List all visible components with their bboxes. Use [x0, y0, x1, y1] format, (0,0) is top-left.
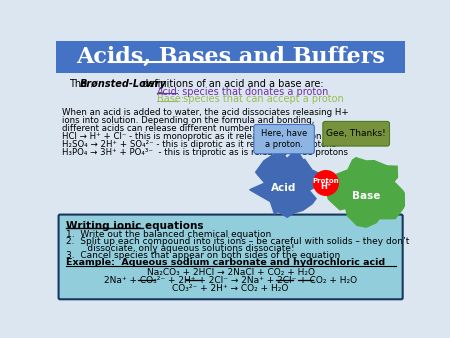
Polygon shape	[250, 149, 323, 217]
Text: The: The	[69, 79, 90, 89]
Text: HCl → H⁺ + Cl⁻ - this is monoprotic as it releases one proton: HCl → H⁺ + Cl⁻ - this is monoprotic as i…	[63, 132, 322, 141]
Text: 2.  Split up each compound into its ions – be careful with solids – they don’t: 2. Split up each compound into its ions …	[66, 237, 409, 246]
Text: Na₂CO₃ + 2HCl → 2NaCl + CO₂ + H₂O: Na₂CO₃ + 2HCl → 2NaCl + CO₂ + H₂O	[147, 268, 315, 277]
Text: Brønsted-Lowry: Brønsted-Lowry	[80, 79, 166, 89]
Text: Acids, Bases and Buffers: Acids, Bases and Buffers	[76, 46, 385, 68]
Text: Base: Base	[352, 191, 380, 201]
Text: Here, have
a proton.: Here, have a proton.	[261, 129, 307, 149]
Text: dissociate, only aqueous solutions dissociate!: dissociate, only aqueous solutions disso…	[73, 244, 295, 253]
Text: CO₃²⁻ + 2H⁺ → CO₂ + H₂O: CO₃²⁻ + 2H⁺ → CO₂ + H₂O	[172, 284, 289, 293]
Text: 1.  Write out the balanced chemical equation: 1. Write out the balanced chemical equat…	[66, 230, 271, 239]
Text: When an acid is added to water, the acid dissociates releasing H+: When an acid is added to water, the acid…	[63, 107, 349, 117]
Circle shape	[314, 171, 338, 195]
Text: species that donates a proton: species that donates a proton	[179, 87, 328, 97]
FancyBboxPatch shape	[323, 121, 390, 146]
Text: Acid: Acid	[271, 184, 297, 193]
Text: 2Na⁺ + CO₃²⁻ + 2H⁺ + 2Cl⁻ → 2Na⁺ + 2Cl⁻ + CO₂ + H₂O: 2Na⁺ + CO₃²⁻ + 2H⁺ + 2Cl⁻ → 2Na⁺ + 2Cl⁻ …	[104, 276, 357, 285]
Text: Writing ionic equations: Writing ionic equations	[66, 221, 203, 231]
Text: H⁺: H⁺	[320, 183, 332, 191]
Text: H₃PO₄ → 3H⁺ + PO₄³⁻  - this is triprotic as is releases three protons: H₃PO₄ → 3H⁺ + PO₄³⁻ - this is triprotic …	[63, 148, 348, 157]
Text: species that can accept a proton: species that can accept a proton	[180, 94, 344, 104]
FancyBboxPatch shape	[254, 124, 314, 154]
Text: Proton: Proton	[313, 178, 339, 184]
Text: 3.  Cancel species that appear on both sides of the equation: 3. Cancel species that appear on both si…	[66, 251, 340, 260]
FancyBboxPatch shape	[58, 215, 403, 299]
Text: H₂SO₄ → 2H⁺ + SO₄²⁻ - this is diprotic as it releases two protons: H₂SO₄ → 2H⁺ + SO₄²⁻ - this is diprotic a…	[63, 140, 337, 149]
Text: Example:  Aqueous sodium carbonate and hydrochloric acid: Example: Aqueous sodium carbonate and hy…	[66, 259, 385, 267]
Text: Acid:: Acid:	[157, 87, 181, 97]
FancyBboxPatch shape	[56, 41, 405, 73]
Text: ions into solution. Depending on the formula and bonding,: ions into solution. Depending on the for…	[63, 116, 315, 125]
Text: different acids can release different numbers of protons:: different acids can release different nu…	[63, 124, 307, 133]
Text: definitions of an acid and a base are:: definitions of an acid and a base are:	[139, 79, 324, 89]
Polygon shape	[326, 158, 407, 227]
Text: Base:: Base:	[157, 94, 184, 104]
Text: Gee, Thanks!: Gee, Thanks!	[326, 129, 386, 138]
